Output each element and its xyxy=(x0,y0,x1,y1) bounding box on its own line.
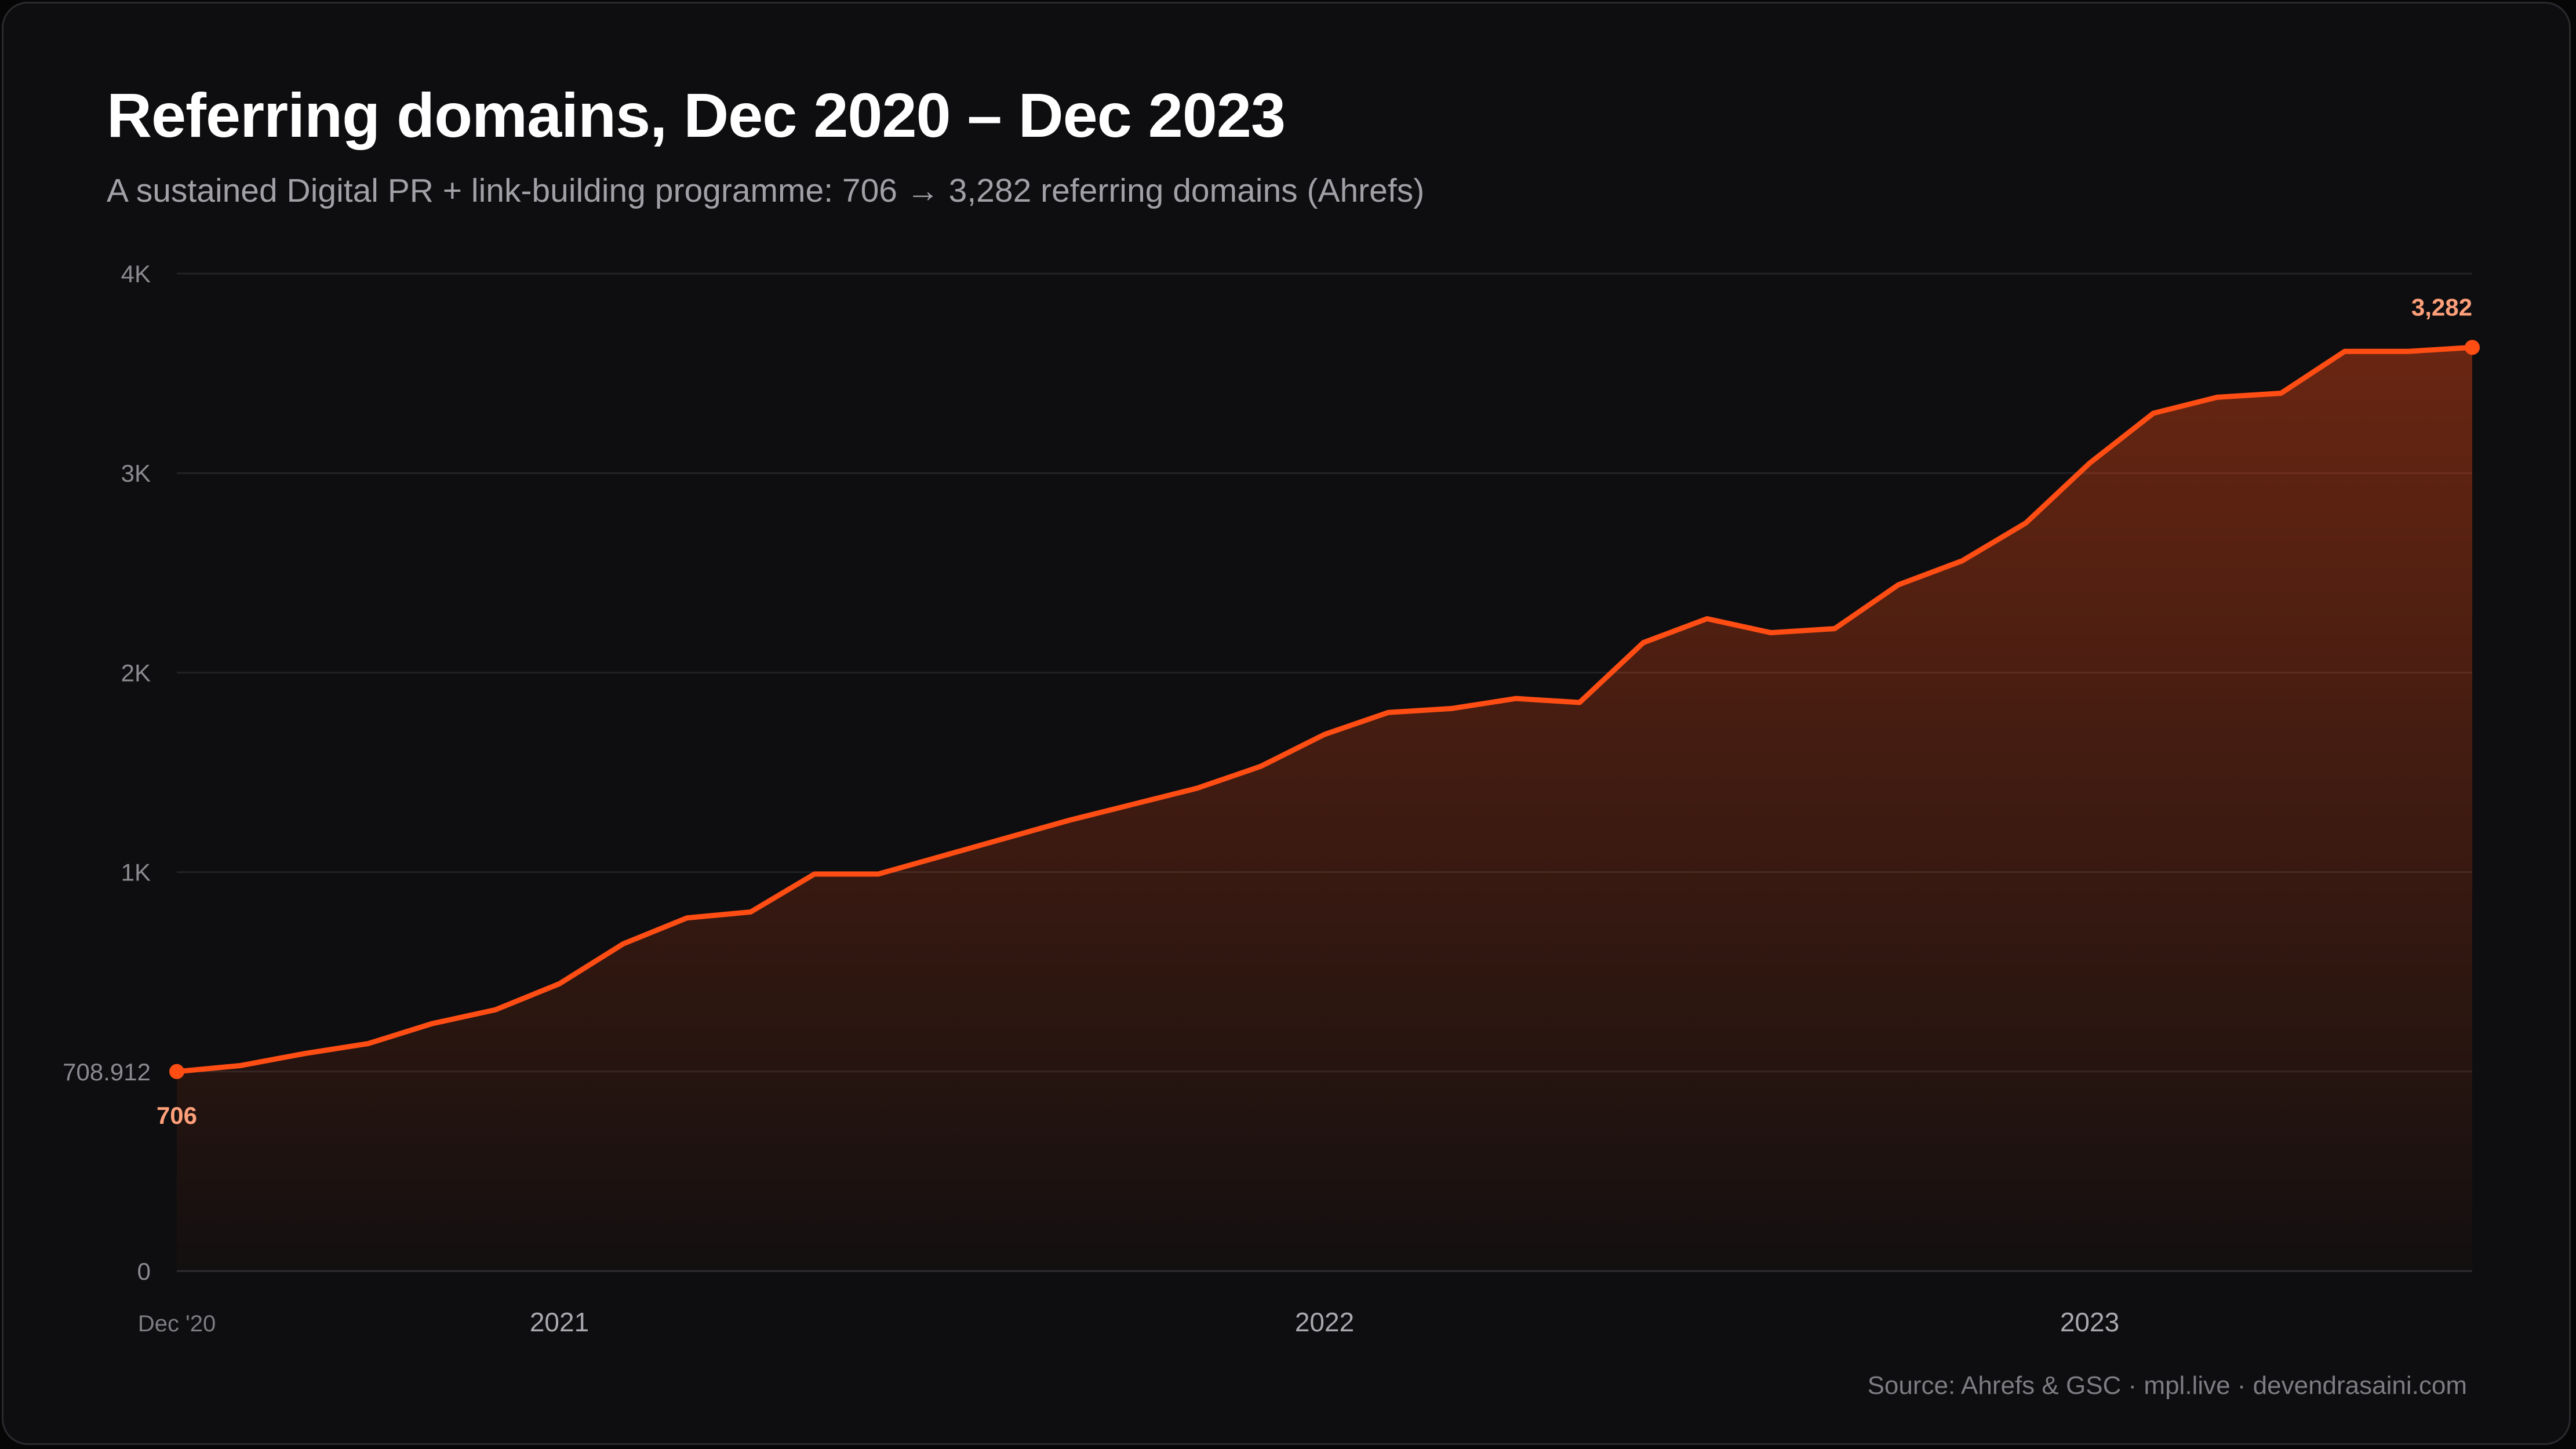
chart-subtitle: A sustained Digital PR + link-building p… xyxy=(107,172,1425,209)
y-tick-label: 708.912 xyxy=(63,1058,151,1086)
x-tick-label: 2022 xyxy=(1295,1307,1354,1337)
x-tick-label: Dec '20 xyxy=(138,1311,216,1337)
x-tick-label: 2023 xyxy=(2060,1307,2119,1337)
series-referring-domains xyxy=(174,344,2475,1271)
x-tick-label: 2021 xyxy=(530,1307,589,1337)
series-line xyxy=(174,344,2475,1075)
data-label: 706 xyxy=(157,1102,197,1129)
data-points xyxy=(169,340,2480,1079)
endpoint-marker xyxy=(169,1064,184,1079)
y-tick-label: 0 xyxy=(137,1258,151,1285)
y-tick-label: 2K xyxy=(121,659,151,686)
endpoint-marker xyxy=(2465,340,2480,355)
y-axis: 0 708.912 1K 2K 3K 4K xyxy=(63,260,151,1285)
area-fill xyxy=(177,347,2472,1271)
chart-title: Referring domains, Dec 2020 – Dec 2023 xyxy=(107,80,1286,150)
x-axis: Dec '20 2021 2022 2023 xyxy=(138,1307,2119,1337)
y-tick-label: 4K xyxy=(121,260,151,287)
data-labels: 706 3,282 xyxy=(157,293,2472,1128)
y-tick-label: 3K xyxy=(121,460,151,487)
y-tick-label: 1K xyxy=(121,859,151,886)
data-label: 3,282 xyxy=(2411,293,2472,321)
source-note: Source: Ahrefs & GSC · mpl.live · devend… xyxy=(1867,1371,2467,1400)
